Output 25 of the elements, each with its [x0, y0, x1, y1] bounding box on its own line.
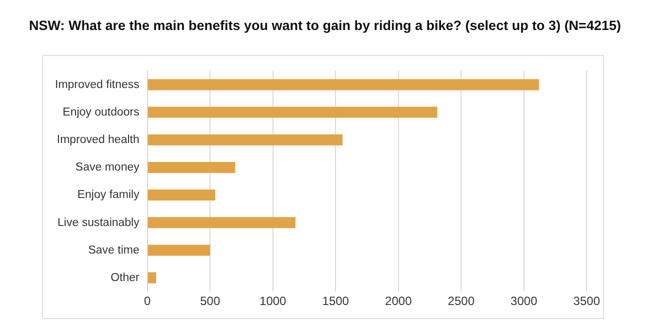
x-tick-label: 2500 [448, 294, 475, 308]
bar [148, 79, 539, 90]
bar [148, 162, 236, 173]
x-tick-label: 3000 [510, 294, 538, 308]
bar [148, 190, 216, 201]
y-tick-label: Enjoy outdoors [62, 106, 140, 118]
x-tick-label: 1000 [260, 294, 287, 308]
y-tick-label: Save money [75, 162, 140, 174]
x-tick-label: 0 [144, 294, 152, 308]
bar [148, 217, 296, 228]
x-tick-label: 2000 [385, 294, 412, 308]
bar [148, 272, 156, 284]
bar [148, 106, 438, 118]
bar [148, 244, 210, 256]
y-tick-label: Live sustainably [58, 216, 140, 229]
bar [148, 134, 343, 146]
x-tick-label: 500 [200, 294, 220, 308]
y-tick-label: Improved health [56, 134, 140, 146]
y-tick-label: Save time [88, 244, 140, 256]
x-tick-label: 3500 [573, 294, 600, 308]
y-tick-label: Enjoy family [77, 189, 140, 202]
y-tick-label: Other [110, 272, 140, 284]
x-tick-label: 1500 [322, 294, 350, 308]
chart-title: NSW: What are the main benefits you want to gain by riding a bike? (select up to 3) (N=4215) [28, 18, 622, 33]
y-tick-label: Improved fitness [54, 78, 140, 91]
